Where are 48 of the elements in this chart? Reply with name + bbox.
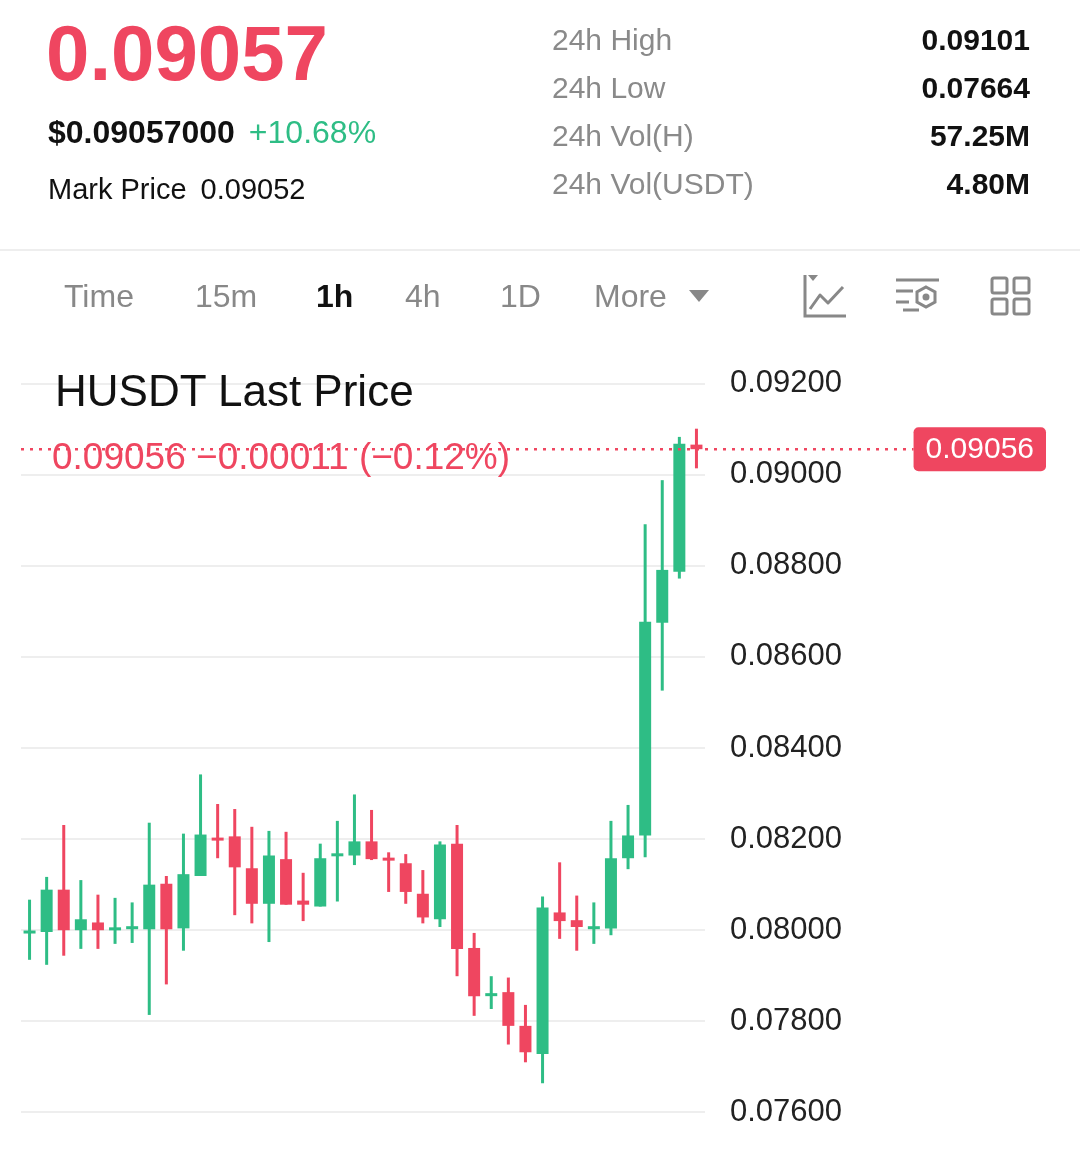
text: 24h Low [552,71,666,105]
y-tick-label: 0.07600 [730,1092,843,1128]
candlestick [211,804,224,860]
text: 0.07664 [921,71,1030,105]
y-tick-label: 0.07800 [730,1001,843,1037]
candlestick [74,880,87,949]
y-tick-label: 0.09000 [730,455,843,491]
candlestick [297,871,310,923]
text: 57.25M [929,119,1030,153]
text: 0.09101 [921,23,1030,57]
y-tick-label: 0.08600 [730,637,843,673]
text: 1D [500,278,541,315]
candlestick [553,862,566,939]
y-tick-label: 0.08000 [730,910,843,946]
ref-line-label: 0.09056 [925,431,1035,465]
text: 24h High [552,23,673,57]
text: $0.09057000 [48,114,235,151]
y-tick-label: 0.08800 [730,546,843,582]
candlestick [23,899,36,960]
candlestick [365,808,378,862]
text: Mark Price [48,173,187,206]
candlestick [416,870,429,924]
text: 0.09057 [46,8,328,99]
text: 4.80M [946,167,1030,201]
text: +10.68% [248,114,377,151]
text: 0.09056 −0.00011 (−0.12%) [52,436,511,478]
text: 24h Vol(H) [552,119,694,153]
y-tick-label: 0.08400 [730,728,843,764]
candlestick [622,803,635,871]
chart-title: HUSDT Last Price [55,366,414,416]
candlestick [570,895,583,951]
y-tick-label: 0.09200 [730,364,843,400]
text: Time [64,278,134,315]
candlestick [331,819,344,902]
candlestick [587,902,600,944]
text: 1h [316,278,354,315]
candlestick [109,896,122,944]
text: 24h Vol(USDT) [552,167,754,201]
candlestick [485,976,498,1009]
text: 4h [405,278,441,315]
candlestick [348,794,361,867]
candlestick [382,852,395,892]
text: 15m [195,278,258,315]
candlestick [126,902,139,943]
text: More [594,278,667,315]
candlestick [91,894,104,949]
y-tick-label: 0.08200 [730,819,843,855]
text: 0.09052 [200,173,306,206]
